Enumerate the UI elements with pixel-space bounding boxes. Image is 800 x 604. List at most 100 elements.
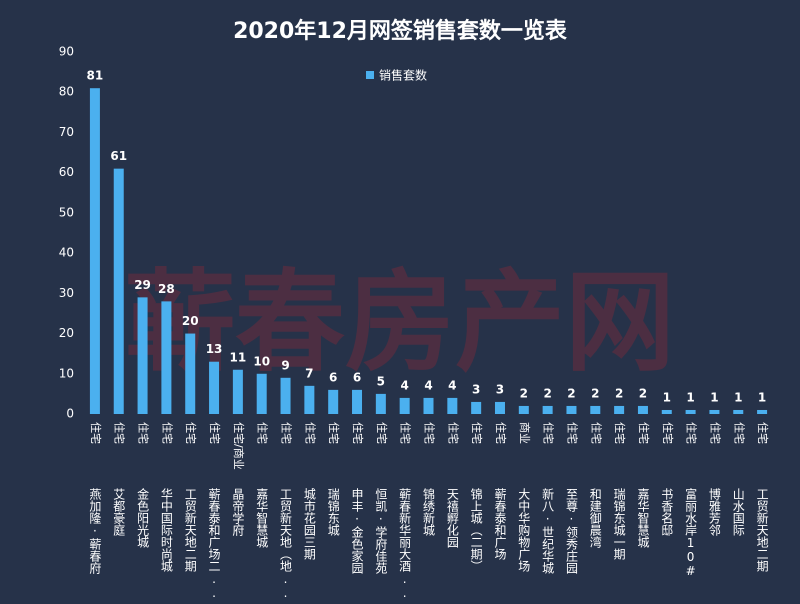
value-label: 2 [591, 386, 599, 400]
x-tick-label: 蕲春泰和广场 [492, 488, 507, 560]
x-tick-label: 工贸新天地二期 [755, 488, 770, 572]
category-type: 住宅 [351, 422, 365, 444]
bar [161, 301, 172, 414]
category-type: 住宅 [613, 422, 627, 444]
x-tick-label: 工贸新天地二期 [183, 488, 198, 572]
category-type: 住宅 [565, 422, 579, 444]
x-tick-label: 至尊·领秀庄园 [564, 488, 579, 574]
category-type: 住宅 [112, 422, 126, 444]
category-type: 住宅 [684, 422, 698, 444]
value-label: 9 [281, 358, 289, 372]
category-type: 住宅 [470, 422, 484, 444]
category-type: 住宅 [208, 422, 222, 444]
x-tick-label: 嘉华智慧城 [635, 488, 650, 548]
value-label: 4 [448, 378, 456, 392]
x-tick-label: 富丽水岸10# [683, 488, 698, 578]
bar [566, 405, 577, 414]
category-type: 住宅 [636, 422, 650, 444]
value-label: 2 [615, 386, 623, 400]
chart-title: 2020年12月网签销售套数一览表 [233, 18, 568, 44]
x-tick-label: 城市花园三期 [302, 488, 317, 560]
y-tick-label: 70 [59, 125, 74, 139]
value-label: 1 [663, 390, 671, 404]
category-type: 住宅 [660, 422, 674, 444]
bar [637, 405, 648, 414]
value-label: 2 [520, 386, 528, 400]
x-tick-label: 恒凯·学府佳苑 [373, 488, 388, 574]
bar [280, 377, 291, 414]
value-label: 6 [353, 370, 361, 384]
y-tick-label: 50 [59, 205, 74, 219]
bar [709, 409, 720, 414]
x-tick-label: 蕲春新华丽大酒... [397, 488, 412, 604]
bar [185, 333, 196, 414]
bar [423, 397, 434, 414]
x-tick-label: 燕加隆·蕲春府 [87, 488, 102, 574]
x-tick-label: 山水国际 [731, 488, 746, 536]
x-tick-label: 瑞锦东城一期 [612, 488, 627, 560]
x-tick-label: 艾都豪庭 [111, 488, 126, 536]
category-type: 住宅 [327, 422, 341, 444]
bar [137, 297, 148, 414]
x-tick-label: 锦绣新城 [421, 488, 436, 536]
value-label: 2 [543, 386, 551, 400]
category-type: 住宅 [303, 422, 317, 444]
legend-swatch [366, 71, 374, 79]
value-label: 7 [305, 366, 313, 380]
x-tick-label: 蕲春泰和广场二... [207, 488, 222, 604]
x-tick-label: 工贸新天地（地... [278, 488, 293, 604]
category-type: 住宅 [88, 422, 102, 444]
x-tick-label: 书香名邸 [659, 488, 674, 536]
y-tick-label: 60 [59, 165, 74, 179]
value-label: 5 [377, 374, 385, 388]
bar [304, 385, 315, 414]
bar [447, 397, 458, 414]
y-tick-label: 20 [59, 326, 74, 340]
category-type: 住宅 [446, 422, 460, 444]
category-type: 住宅 [756, 422, 770, 444]
category-type: 商业 [517, 422, 531, 444]
category-type: 住宅 [374, 422, 388, 444]
bar [399, 397, 410, 414]
watermark: 蕲春房产网 [125, 258, 675, 386]
x-tick-label: 锦上城（二期） [469, 488, 484, 572]
bar [471, 401, 482, 414]
category-type: 住宅 [422, 422, 436, 444]
bar [89, 88, 100, 414]
bar [685, 409, 696, 414]
category-type: 住宅 [184, 422, 198, 444]
bar [733, 409, 744, 414]
y-tick-label: 30 [59, 286, 74, 300]
y-tick-label: 10 [59, 366, 74, 380]
value-label: 29 [134, 278, 151, 292]
category-type: 住宅 [732, 422, 746, 444]
category-type: 住宅 [136, 422, 150, 444]
category-type: 住宅 [708, 422, 722, 444]
x-tick-label: 瑞锦东城 [326, 488, 341, 536]
value-label: 2 [567, 386, 575, 400]
value-label: 1 [710, 390, 718, 404]
value-label: 3 [472, 382, 480, 396]
value-label: 1 [758, 390, 766, 404]
bar [113, 168, 124, 414]
y-tick-label: 90 [59, 45, 74, 59]
value-label: 4 [424, 378, 432, 392]
x-tick-label: 金色阳光城 [135, 488, 150, 548]
value-label: 1 [734, 390, 742, 404]
x-tick-label: 天禧孵化园 [445, 488, 460, 548]
bar [518, 405, 529, 414]
x-tick-label: 华中国际时尚城 [159, 488, 174, 572]
category-type: 住宅/商业 [231, 422, 245, 470]
bar [256, 373, 267, 414]
value-label: 6 [329, 370, 337, 384]
x-tick-label: 申丰·金色家园 [350, 488, 365, 574]
value-label: 4 [400, 378, 408, 392]
value-label: 2 [639, 386, 647, 400]
value-label: 61 [110, 149, 127, 163]
bar [590, 405, 601, 414]
x-tick-label: 嘉华智慧城 [254, 488, 269, 548]
bar [757, 409, 768, 414]
x-tick-label: 博雅芳邻 [707, 488, 722, 536]
